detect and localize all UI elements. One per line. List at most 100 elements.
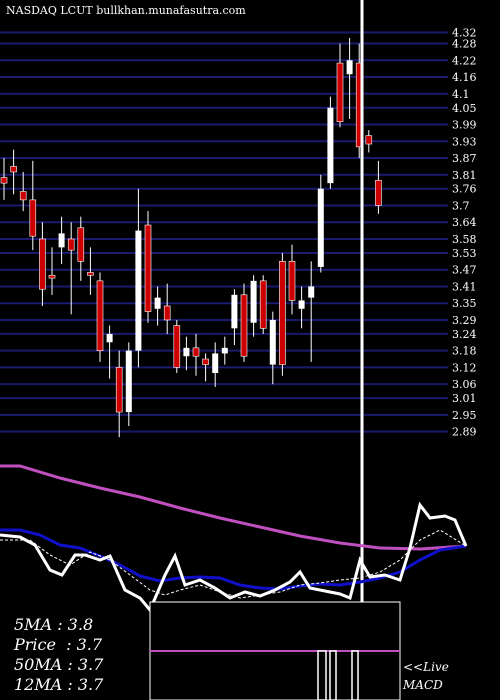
y-tick-label: 3.06 — [452, 378, 477, 391]
candle-body-up — [106, 333, 113, 343]
macd-histogram-bar — [351, 650, 359, 700]
candle — [192, 333, 200, 376]
candle-body-down — [67, 238, 75, 251]
candle-body-up — [250, 280, 257, 323]
macd-panel — [149, 601, 401, 700]
candle — [183, 336, 190, 371]
candle — [173, 319, 181, 373]
y-tick-label: 3.01 — [452, 392, 477, 405]
candle-body-down — [19, 191, 27, 201]
candle — [240, 283, 248, 362]
candle — [202, 353, 209, 382]
ma-slow-line — [0, 464, 467, 551]
candle-body-up — [221, 347, 228, 354]
candle — [10, 149, 17, 195]
candle-body-down — [173, 325, 181, 368]
candle-body-down — [279, 261, 286, 365]
candle-body-up — [183, 347, 190, 357]
y-tick-label: 2.89 — [452, 426, 477, 439]
y-tick-label: 3.64 — [452, 216, 477, 229]
legend-12ma: 12MA : 3.7 — [14, 675, 104, 694]
candle-body-down — [192, 347, 200, 357]
macd-label: MACD — [403, 678, 443, 692]
candle-body-up — [327, 107, 334, 184]
candle — [115, 350, 123, 438]
grid-lines — [0, 31, 448, 433]
y-tick-label: 4.1 — [452, 88, 470, 101]
candle — [221, 336, 228, 365]
legend-50ma: 50MA : 3.7 — [14, 655, 104, 674]
candle — [163, 283, 171, 334]
candle — [19, 171, 27, 212]
candle-body-down — [77, 227, 85, 262]
y-tick-label: 3.53 — [452, 247, 477, 260]
candle-body-down — [259, 280, 267, 329]
candle-body-down — [87, 272, 94, 276]
candle-body-down — [240, 294, 248, 357]
candle — [67, 222, 75, 315]
candle — [144, 211, 152, 323]
y-tick-label: 3.99 — [452, 119, 477, 132]
candle — [336, 43, 344, 128]
candle — [317, 174, 324, 273]
candle-body-down — [115, 367, 123, 413]
legend-price: Price : 3.7 — [14, 635, 103, 654]
y-tick-label: 3.29 — [452, 314, 477, 327]
live-label: <<Live — [403, 660, 449, 674]
y-tick-label: 3.81 — [452, 169, 477, 182]
watermark: NASDAQ LCUT bullkhan.munafasutra.com — [6, 4, 246, 17]
candle — [346, 37, 353, 119]
candle-body-down — [288, 261, 296, 301]
candle-body-down — [10, 166, 17, 173]
y-tick-label: 3.18 — [452, 345, 477, 358]
candle — [77, 216, 85, 281]
candle — [327, 96, 334, 189]
candle-body-up — [58, 233, 65, 248]
candle — [365, 130, 373, 153]
candle — [375, 160, 382, 214]
candle-body-up — [212, 353, 219, 373]
candle-body-up — [125, 350, 132, 413]
macd-histogram-bar — [329, 650, 337, 700]
candle — [231, 289, 238, 346]
candle — [250, 275, 257, 337]
moving-average-panel — [0, 464, 468, 613]
y-tick-label: 4.16 — [452, 71, 477, 84]
candle-body-up — [317, 188, 324, 267]
candle — [125, 342, 132, 427]
y-tick-label: 4.28 — [452, 38, 477, 51]
candle — [212, 342, 219, 387]
y-tick-label: 3.87 — [452, 152, 477, 165]
candle-body-down — [144, 224, 152, 312]
y-tick-label: 4.32 — [452, 26, 477, 39]
candle — [96, 272, 104, 362]
y-tick-label: 3.41 — [452, 280, 477, 293]
candle-body-down — [336, 62, 344, 123]
y-tick-label: 4.22 — [452, 54, 477, 67]
candle — [259, 275, 267, 334]
candle-body-up — [298, 300, 305, 309]
candle — [39, 222, 46, 306]
macd-histogram-bar — [317, 650, 327, 700]
y-tick-label: 3.12 — [452, 361, 477, 374]
candle — [87, 247, 94, 295]
legend-5ma: 5MA : 3.8 — [14, 615, 94, 634]
candle — [298, 286, 305, 329]
candle — [58, 216, 65, 265]
candle-body-down — [29, 199, 37, 237]
candle-body-down — [48, 274, 56, 279]
y-tick-label: 4.05 — [452, 102, 477, 115]
candle-body-down — [202, 358, 209, 365]
candle-body-down — [375, 180, 382, 206]
candle — [48, 247, 56, 295]
candle-body-down — [365, 135, 373, 145]
candle — [288, 244, 296, 315]
ma-mid-line — [0, 528, 467, 591]
ma-fast-line — [0, 501, 468, 613]
candle — [0, 158, 8, 200]
candle-body-up — [154, 297, 161, 309]
candle-body-up — [135, 230, 142, 351]
candle — [279, 252, 286, 376]
candle — [135, 188, 142, 368]
